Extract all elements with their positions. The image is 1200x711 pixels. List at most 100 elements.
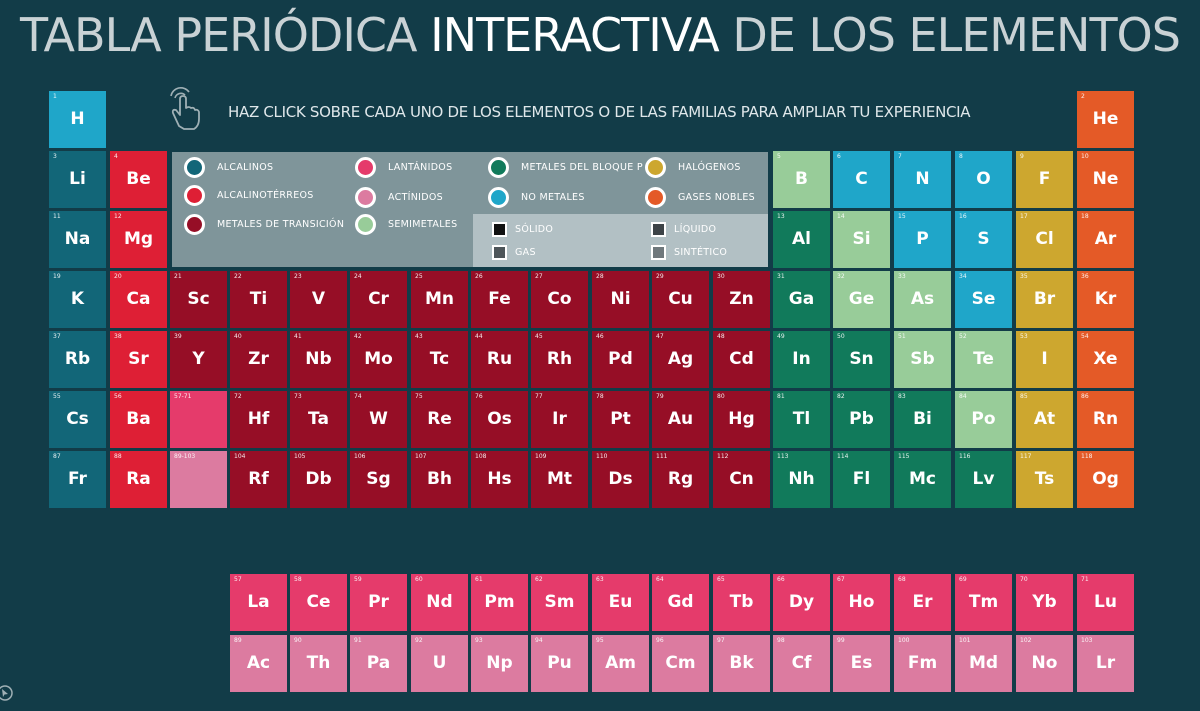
element-be[interactable]: 4 Be bbox=[110, 151, 167, 208]
element-ga[interactable]: 31 Ga bbox=[773, 271, 830, 328]
element-range-89-103[interactable]: 89-103 bbox=[170, 451, 227, 508]
element-fe[interactable]: 26 Fe bbox=[471, 271, 528, 328]
element-y[interactable]: 39 Y bbox=[170, 331, 227, 388]
element-ts[interactable]: 117 Ts bbox=[1016, 451, 1073, 508]
element-al[interactable]: 13 Al bbox=[773, 211, 830, 268]
legend-nonmetal[interactable]: NO METALES bbox=[488, 187, 585, 208]
element-in[interactable]: 49 In bbox=[773, 331, 830, 388]
element-he[interactable]: 2 He bbox=[1077, 91, 1134, 148]
element-sr[interactable]: 38 Sr bbox=[110, 331, 167, 388]
element-no[interactable]: 102 No bbox=[1016, 635, 1073, 692]
element-li[interactable]: 3 Li bbox=[49, 151, 106, 208]
element-sg[interactable]: 106 Sg bbox=[350, 451, 407, 508]
element-tm[interactable]: 69 Tm bbox=[955, 574, 1012, 631]
element-tb[interactable]: 65 Tb bbox=[713, 574, 770, 631]
element-ir[interactable]: 77 Ir bbox=[531, 391, 588, 448]
element-cd[interactable]: 48 Cd bbox=[713, 331, 770, 388]
element-kr[interactable]: 36 Kr bbox=[1077, 271, 1134, 328]
element-ca[interactable]: 20 Ca bbox=[110, 271, 167, 328]
element-cm[interactable]: 96 Cm bbox=[652, 635, 709, 692]
state-2[interactable]: LÍQUIDO bbox=[651, 222, 716, 237]
element-cl[interactable]: 17 Cl bbox=[1016, 211, 1073, 268]
element-cs[interactable]: 55 Cs bbox=[49, 391, 106, 448]
element-hg[interactable]: 80 Hg bbox=[713, 391, 770, 448]
element-gd[interactable]: 64 Gd bbox=[652, 574, 709, 631]
element-ti[interactable]: 22 Ti bbox=[230, 271, 287, 328]
element-xe[interactable]: 54 Xe bbox=[1077, 331, 1134, 388]
state-3[interactable]: GAS bbox=[492, 245, 536, 260]
element-ni[interactable]: 28 Ni bbox=[592, 271, 649, 328]
element-rb[interactable]: 37 Rb bbox=[49, 331, 106, 388]
element-s[interactable]: 16 S bbox=[955, 211, 1012, 268]
element-rn[interactable]: 86 Rn bbox=[1077, 391, 1134, 448]
legend-alkali[interactable]: ALCALINOS bbox=[184, 157, 273, 178]
element-mc[interactable]: 115 Mc bbox=[894, 451, 951, 508]
element-sc[interactable]: 21 Sc bbox=[170, 271, 227, 328]
element-ac[interactable]: 89 Ac bbox=[230, 635, 287, 692]
element-rf[interactable]: 104 Rf bbox=[230, 451, 287, 508]
legend-p-block[interactable]: METALES DEL BLOQUE P bbox=[488, 157, 643, 178]
element-la[interactable]: 57 La bbox=[230, 574, 287, 631]
element-na[interactable]: 11 Na bbox=[49, 211, 106, 268]
element-ag[interactable]: 47 Ag bbox=[652, 331, 709, 388]
element-te[interactable]: 52 Te bbox=[955, 331, 1012, 388]
legend-actinide[interactable]: ACTÍNIDOS bbox=[355, 187, 443, 208]
element-ge[interactable]: 32 Ge bbox=[833, 271, 890, 328]
element-as[interactable]: 33 As bbox=[894, 271, 951, 328]
element-rh[interactable]: 45 Rh bbox=[531, 331, 588, 388]
element-og[interactable]: 118 Og bbox=[1077, 451, 1134, 508]
element-nb[interactable]: 41 Nb bbox=[290, 331, 347, 388]
element-se[interactable]: 34 Se bbox=[955, 271, 1012, 328]
element-cf[interactable]: 98 Cf bbox=[773, 635, 830, 692]
element-pr[interactable]: 59 Pr bbox=[350, 574, 407, 631]
legend-alkaline-earth[interactable]: ALCALINOTÉRREOS bbox=[184, 185, 314, 206]
element-si[interactable]: 14 Si bbox=[833, 211, 890, 268]
element-rg[interactable]: 111 Rg bbox=[652, 451, 709, 508]
element-sb[interactable]: 51 Sb bbox=[894, 331, 951, 388]
legend-metalloid[interactable]: SEMIMETALES bbox=[355, 214, 457, 235]
element-nh[interactable]: 113 Nh bbox=[773, 451, 830, 508]
element-cu[interactable]: 29 Cu bbox=[652, 271, 709, 328]
element-w[interactable]: 74 W bbox=[350, 391, 407, 448]
element-lv[interactable]: 116 Lv bbox=[955, 451, 1012, 508]
element-fl[interactable]: 114 Fl bbox=[833, 451, 890, 508]
element-ta[interactable]: 73 Ta bbox=[290, 391, 347, 448]
element-re[interactable]: 75 Re bbox=[411, 391, 468, 448]
element-at[interactable]: 85 At bbox=[1016, 391, 1073, 448]
element-md[interactable]: 101 Md bbox=[955, 635, 1012, 692]
element-cn[interactable]: 112 Cn bbox=[713, 451, 770, 508]
element-db[interactable]: 105 Db bbox=[290, 451, 347, 508]
element-er[interactable]: 68 Er bbox=[894, 574, 951, 631]
legend-transition[interactable]: METALES DE TRANSICIÓN bbox=[184, 214, 344, 235]
legend-halogen[interactable]: HALÓGENOS bbox=[645, 157, 741, 178]
element-np[interactable]: 93 Np bbox=[471, 635, 528, 692]
element-nd[interactable]: 60 Nd bbox=[411, 574, 468, 631]
element-th[interactable]: 90 Th bbox=[290, 635, 347, 692]
element-tc[interactable]: 43 Tc bbox=[411, 331, 468, 388]
element-v[interactable]: 23 V bbox=[290, 271, 347, 328]
element-co[interactable]: 27 Co bbox=[531, 271, 588, 328]
element-ba[interactable]: 56 Ba bbox=[110, 391, 167, 448]
state-4[interactable]: SINTÉTICO bbox=[651, 245, 727, 260]
element-cr[interactable]: 24 Cr bbox=[350, 271, 407, 328]
element-ar[interactable]: 18 Ar bbox=[1077, 211, 1134, 268]
element-au[interactable]: 79 Au bbox=[652, 391, 709, 448]
element-p[interactable]: 15 P bbox=[894, 211, 951, 268]
element-ds[interactable]: 110 Ds bbox=[592, 451, 649, 508]
element-ra[interactable]: 88 Ra bbox=[110, 451, 167, 508]
legend-lanthanide[interactable]: LANTÁNIDOS bbox=[355, 157, 452, 178]
state-1[interactable]: SÓLIDO bbox=[492, 222, 553, 237]
element-zn[interactable]: 30 Zn bbox=[713, 271, 770, 328]
element-br[interactable]: 35 Br bbox=[1016, 271, 1073, 328]
element-sm[interactable]: 62 Sm bbox=[531, 574, 588, 631]
element-fr[interactable]: 87 Fr bbox=[49, 451, 106, 508]
element-mo[interactable]: 42 Mo bbox=[350, 331, 407, 388]
element-pm[interactable]: 61 Pm bbox=[471, 574, 528, 631]
element-pa[interactable]: 91 Pa bbox=[350, 635, 407, 692]
element-zr[interactable]: 40 Zr bbox=[230, 331, 287, 388]
